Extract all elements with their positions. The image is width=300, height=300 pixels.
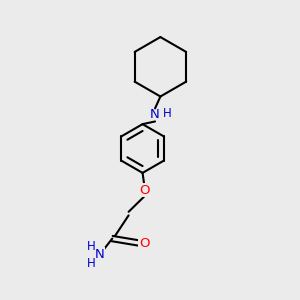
Text: O: O: [139, 236, 150, 250]
Text: O: O: [139, 184, 149, 196]
Text: N: N: [95, 248, 105, 260]
Text: H: H: [163, 107, 172, 120]
Text: H: H: [86, 257, 95, 270]
Text: H: H: [86, 239, 95, 253]
Text: N: N: [150, 108, 160, 122]
